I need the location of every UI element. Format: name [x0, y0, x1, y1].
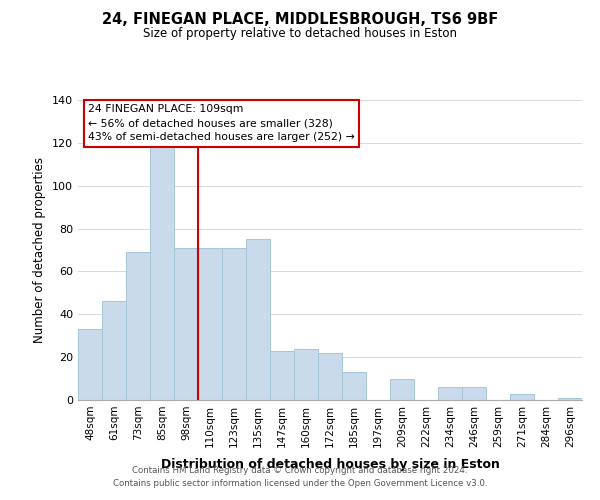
Bar — [462, 387, 486, 400]
Bar — [174, 248, 198, 400]
Bar — [246, 240, 270, 400]
Text: 24 FINEGAN PLACE: 109sqm
← 56% of detached houses are smaller (328)
43% of semi-: 24 FINEGAN PLACE: 109sqm ← 56% of detach… — [88, 104, 355, 142]
Bar — [558, 398, 582, 400]
Bar — [102, 302, 126, 400]
Bar — [126, 252, 150, 400]
Bar — [270, 350, 294, 400]
Bar — [390, 378, 414, 400]
X-axis label: Distribution of detached houses by size in Eston: Distribution of detached houses by size … — [161, 458, 499, 471]
Text: Contains HM Land Registry data © Crown copyright and database right 2024.
Contai: Contains HM Land Registry data © Crown c… — [113, 466, 487, 487]
Bar — [150, 147, 174, 400]
Bar — [294, 348, 318, 400]
Bar — [438, 387, 462, 400]
Y-axis label: Number of detached properties: Number of detached properties — [34, 157, 46, 343]
Bar — [222, 248, 246, 400]
Bar — [318, 353, 342, 400]
Bar — [78, 330, 102, 400]
Bar — [342, 372, 366, 400]
Bar — [510, 394, 534, 400]
Text: Size of property relative to detached houses in Eston: Size of property relative to detached ho… — [143, 28, 457, 40]
Bar — [198, 248, 222, 400]
Text: 24, FINEGAN PLACE, MIDDLESBROUGH, TS6 9BF: 24, FINEGAN PLACE, MIDDLESBROUGH, TS6 9B… — [102, 12, 498, 28]
